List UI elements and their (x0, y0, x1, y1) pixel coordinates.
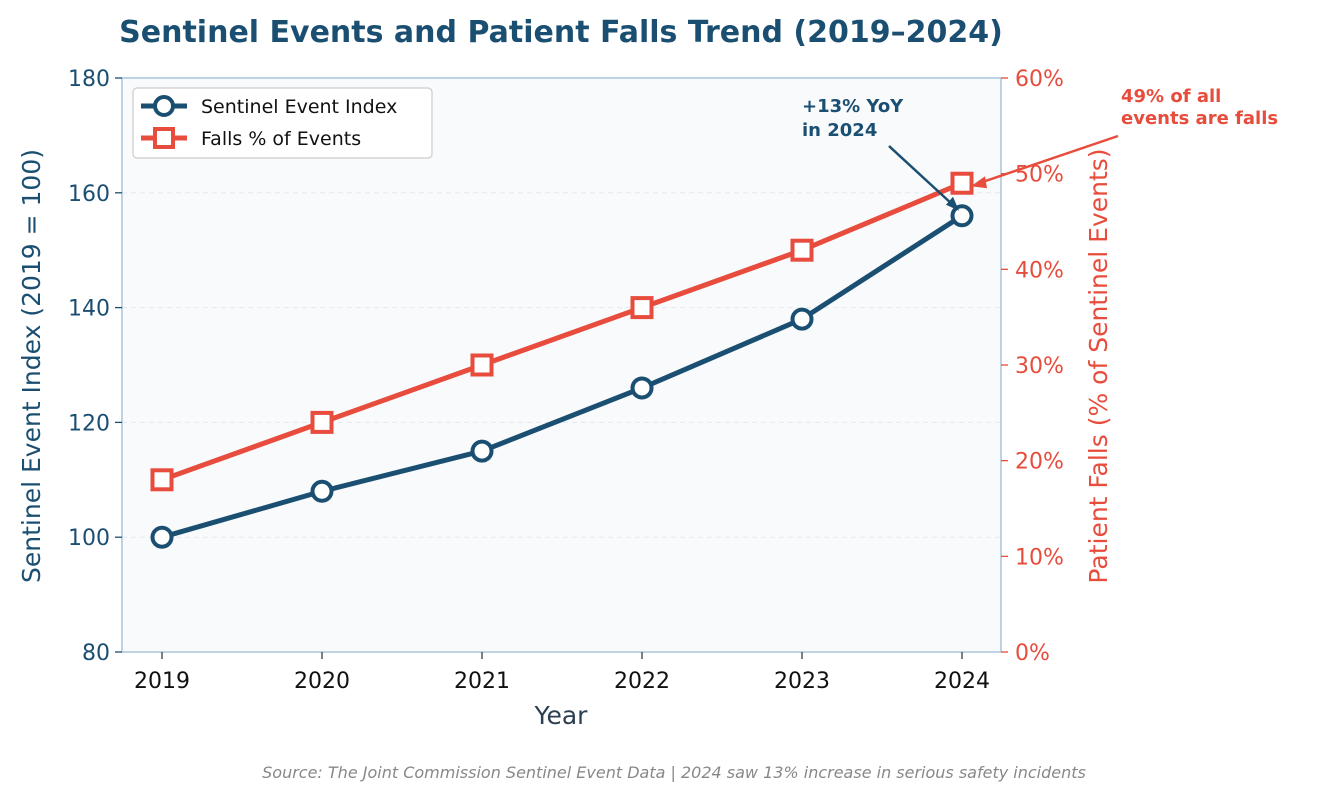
left-tick-label: 100 (68, 526, 110, 551)
annotation-text: 49% of all (1121, 86, 1221, 107)
annotation-arrow (888, 145, 957, 209)
right-tick-label: 20% (1015, 450, 1064, 475)
right-tick-label: 30% (1015, 354, 1064, 379)
data-point (150, 525, 174, 549)
right-axis-label: Patient Falls (% of Sentinel Events) (1084, 148, 1113, 583)
annotation-text: in 2024 (802, 120, 877, 141)
data-point (310, 410, 334, 434)
annotation-text: events are falls (1121, 108, 1278, 129)
series-sentinel-index (150, 204, 974, 549)
data-point (470, 353, 494, 377)
annotation-text: +13% YoY (802, 96, 904, 117)
series-line (159, 180, 965, 483)
data-point (790, 307, 814, 331)
x-axis-label: Year (534, 701, 589, 730)
legend: Sentinel Event Index Falls % of Events (132, 87, 433, 159)
data-point (790, 238, 814, 262)
legend-marker (153, 127, 175, 149)
chart-title: Sentinel Events and Patient Falls Trend … (119, 15, 1003, 50)
left-axis-ticks: 80 100 120 140 160 180 (68, 67, 122, 666)
annotation-arrow (975, 134, 1119, 186)
right-tick-label: 60% (1015, 67, 1064, 92)
legend-item: Falls % of Events (141, 127, 361, 150)
x-tick-label: 2022 (614, 669, 670, 694)
series-layer (150, 171, 974, 549)
x-axis-ticks: 2019 2020 2021 2022 2023 2024 (134, 652, 990, 694)
data-point (630, 376, 654, 400)
annotation-arrowhead (971, 176, 987, 189)
left-tick-label: 80 (82, 641, 110, 666)
data-point (950, 171, 974, 195)
data-point (470, 439, 494, 463)
legend-label: Sentinel Event Index (201, 96, 397, 118)
left-axis-label: Sentinel Event Index (2019 = 100) (17, 149, 46, 583)
x-tick-label: 2021 (454, 669, 510, 694)
data-point (150, 468, 174, 492)
series-line (159, 213, 965, 540)
left-tick-label: 180 (68, 67, 110, 92)
source-note: Source: The Joint Commission Sentinel Ev… (262, 763, 1086, 782)
right-tick-label: 50% (1015, 163, 1064, 188)
data-point (950, 204, 974, 228)
plot-area (122, 78, 1001, 652)
left-tick-label: 140 (68, 297, 110, 322)
legend-box (132, 87, 433, 159)
data-point (630, 296, 654, 320)
x-tick-label: 2024 (934, 669, 990, 694)
x-tick-label: 2023 (774, 669, 830, 694)
left-tick-label: 160 (68, 182, 110, 207)
legend-item: Sentinel Event Index (141, 95, 397, 118)
x-tick-label: 2019 (134, 669, 190, 694)
right-tick-label: 10% (1015, 545, 1064, 570)
right-axis-ticks: 0% 10% 20% 30% 40% 50% 60% (1001, 67, 1064, 666)
left-tick-label: 120 (68, 411, 110, 436)
x-tick-label: 2020 (294, 669, 350, 694)
series-falls-percent (150, 171, 974, 492)
legend-label: Falls % of Events (201, 128, 361, 150)
data-point (310, 479, 334, 503)
legend-marker (153, 95, 175, 117)
right-tick-label: 0% (1015, 641, 1050, 666)
annotation-arrowhead (946, 196, 959, 211)
right-tick-label: 40% (1015, 258, 1064, 283)
grid-lines (122, 192, 1001, 538)
